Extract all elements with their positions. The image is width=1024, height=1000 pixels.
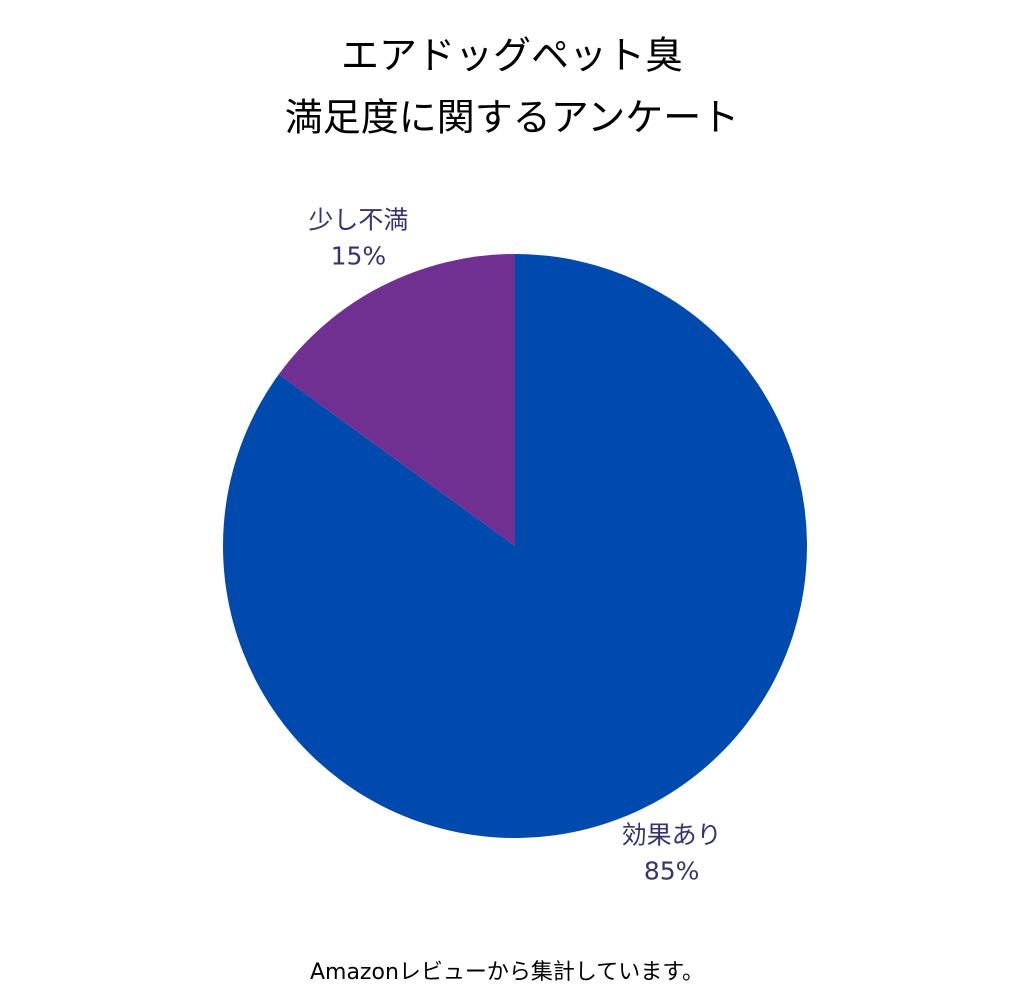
chart-title: 満足度に関するアンケート — [285, 96, 739, 140]
slice-label: 少し不満 — [308, 206, 408, 235]
chart-title: エアドッグペット臭 — [341, 34, 683, 78]
slice-label: 効果あり — [622, 820, 722, 849]
slice-value-label: 15% — [331, 242, 387, 271]
footnote: Amazonレビューから集計しています。 — [310, 960, 704, 985]
slice-value-label: 85% — [644, 856, 700, 885]
pie-slice — [222, 254, 807, 838]
pie-slice — [278, 254, 515, 546]
